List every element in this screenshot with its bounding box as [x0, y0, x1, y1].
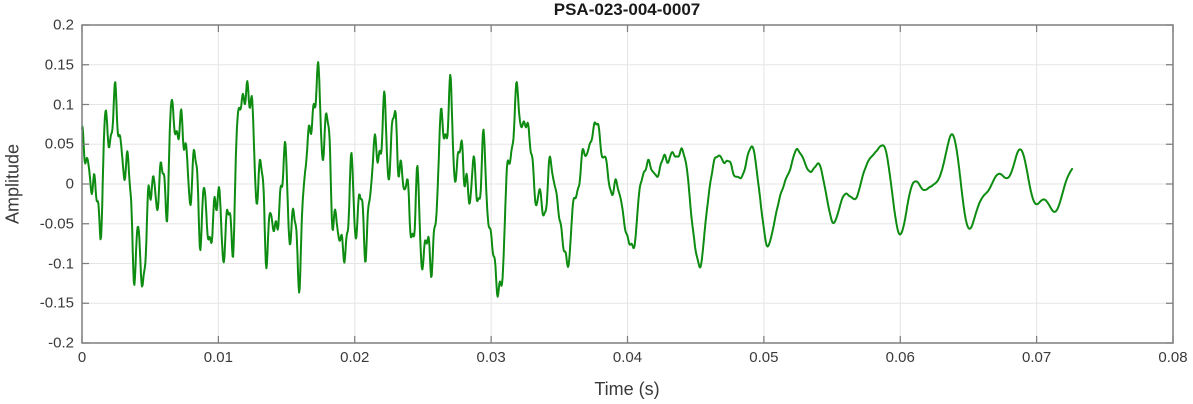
- x-tick-label: 0.08: [1158, 349, 1188, 366]
- x-tick-label: 0.01: [203, 349, 233, 366]
- y-tick-label: -0.05: [39, 215, 74, 233]
- y-tick-label: 0.05: [44, 135, 74, 153]
- x-tick-label: 0.02: [340, 349, 370, 366]
- y-tick-label: 0.1: [53, 96, 74, 113]
- x-tick-label: 0.07: [1022, 349, 1052, 366]
- x-tick-label: 0.04: [612, 349, 643, 366]
- signal-line: [81, 61, 1074, 298]
- y-tick-label: -0.15: [39, 294, 74, 312]
- x-tick-label: 0.06: [885, 349, 915, 366]
- x-tick-label: 0: [77, 349, 87, 366]
- y-tick-label: -0.2: [48, 334, 74, 352]
- y-tick-label: 0.15: [44, 56, 74, 74]
- axes-box: [81, 24, 1174, 344]
- x-tick-label: 0.05: [749, 349, 779, 366]
- x-tick-label: 0.03: [476, 349, 506, 366]
- chart-title: PSA-023-004-0007: [553, 0, 701, 19]
- x-axis-label: Time (s): [594, 379, 660, 399]
- y-tick-label: 0: [65, 175, 74, 193]
- y-tick-label: 0.2: [53, 16, 74, 34]
- y-tick-label: -0.1: [48, 255, 74, 272]
